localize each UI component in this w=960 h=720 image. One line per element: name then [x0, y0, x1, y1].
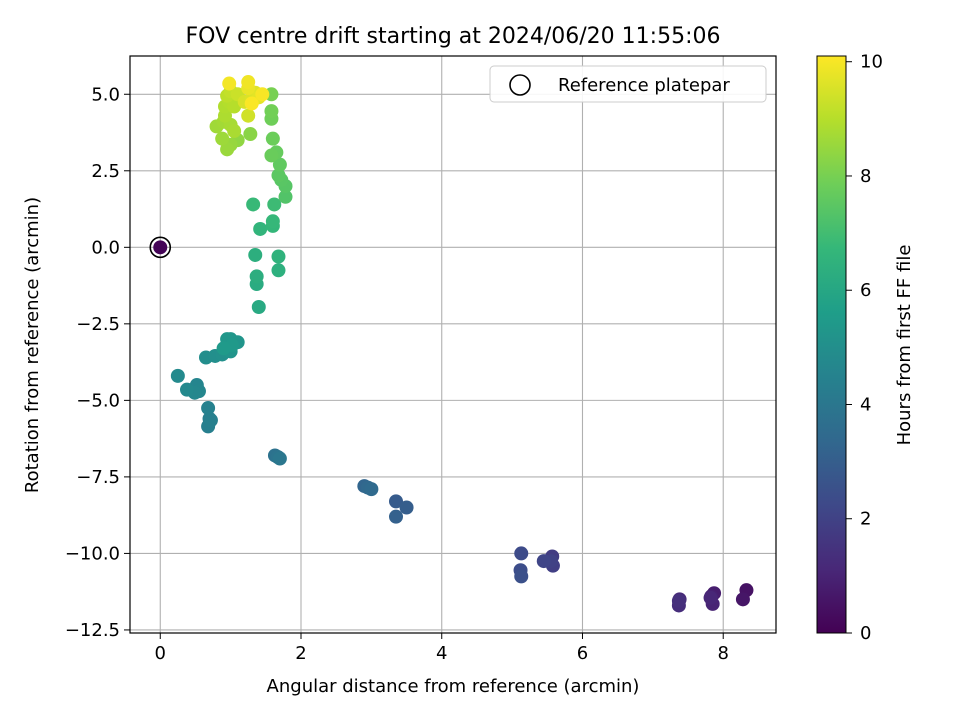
- plot-area-frame: [129, 55, 777, 634]
- data-point: [265, 131, 280, 146]
- data-point: [271, 263, 286, 278]
- y-axis-ticks: 5.0 2.5 0.0 −2.5 −5.0 −7.5 −10.0 −12.5: [65, 84, 130, 641]
- x-tick-label: 8: [717, 643, 728, 664]
- colorbar-ticks: 0 2 4 6 8 10: [846, 52, 883, 644]
- data-point: [215, 131, 230, 146]
- y-tick-label: −10.0: [65, 543, 120, 564]
- colorbar-tick-label: 0: [860, 623, 871, 644]
- data-point: [671, 593, 686, 608]
- data-point: [364, 482, 379, 497]
- data-point: [264, 148, 279, 163]
- colorbar-tick-label: 4: [860, 394, 871, 415]
- data-point: [536, 554, 551, 569]
- y-tick-label: −2.5: [76, 314, 120, 335]
- colorbar-label: Hours from first FF file: [894, 245, 915, 446]
- legend-label: Reference platepar: [558, 75, 730, 96]
- y-axis-label: Rotation from reference (arcmin): [22, 197, 43, 493]
- y-tick-label: 0.0: [91, 237, 120, 258]
- data-point: [241, 75, 256, 90]
- x-tick-label: 0: [155, 643, 166, 664]
- data-point: [243, 127, 258, 142]
- x-tick-label: 4: [436, 643, 447, 664]
- legend-box: [489, 65, 767, 103]
- data-point: [201, 401, 216, 416]
- data-point: [227, 123, 242, 138]
- data-point: [220, 142, 235, 157]
- data-point: [389, 494, 403, 509]
- data-point: [264, 104, 279, 119]
- x-axis-ticks: 0 2 4 6 8: [155, 633, 729, 664]
- data-point: [265, 214, 280, 229]
- y-tick-label: 5.0: [91, 84, 120, 105]
- data-point: [241, 108, 256, 123]
- data-point: [180, 382, 194, 397]
- legend-marker-icon: [509, 74, 531, 96]
- data-point: [278, 189, 293, 204]
- data-point: [255, 87, 270, 102]
- data-point: [248, 247, 263, 262]
- reference-platepar-marker: [149, 236, 172, 259]
- colorbar-tick-label: 10: [860, 52, 883, 73]
- y-tick-label: 2.5: [91, 161, 120, 182]
- colorbar-gradient: [816, 55, 847, 634]
- data-point: [735, 592, 750, 607]
- data-point: [253, 221, 268, 236]
- x-axis-label: Angular distance from reference (arcmin): [267, 676, 640, 697]
- data-point: [203, 413, 218, 428]
- data-point: [272, 157, 287, 172]
- x-tick-label: 2: [295, 643, 306, 664]
- data-point: [267, 197, 282, 212]
- data-point: [399, 500, 414, 515]
- y-tick-label: −7.5: [76, 467, 120, 488]
- data-point: [170, 368, 185, 383]
- data-point: [271, 168, 286, 183]
- legend: Reference platepar: [489, 65, 767, 103]
- y-tick-label: −12.5: [65, 620, 120, 641]
- data-point: [249, 269, 264, 284]
- data-point: [703, 590, 718, 605]
- data-point: [227, 99, 242, 114]
- data-point: [514, 569, 529, 584]
- data-point: [271, 249, 286, 264]
- data-point: [216, 341, 231, 356]
- y-tick-label: −5.0: [76, 390, 120, 411]
- data-point: [246, 197, 261, 212]
- colorbar-tick-label: 2: [860, 509, 871, 530]
- data-point: [222, 76, 237, 91]
- colorbar: 0 2 4 6 8 10 Hours from first FF file: [816, 52, 915, 644]
- data-point: [272, 451, 287, 466]
- colorbar-tick-label: 6: [860, 280, 871, 301]
- colorbar-tick-label: 8: [860, 166, 871, 187]
- data-point: [251, 300, 266, 315]
- chart-title: FOV centre drift starting at 2024/06/20 …: [186, 24, 721, 49]
- data-point: [244, 96, 259, 111]
- data-point: [514, 546, 529, 561]
- data-points: [153, 75, 754, 613]
- data-point: [389, 509, 403, 524]
- x-tick-label: 6: [577, 643, 588, 664]
- data-point: [153, 240, 168, 255]
